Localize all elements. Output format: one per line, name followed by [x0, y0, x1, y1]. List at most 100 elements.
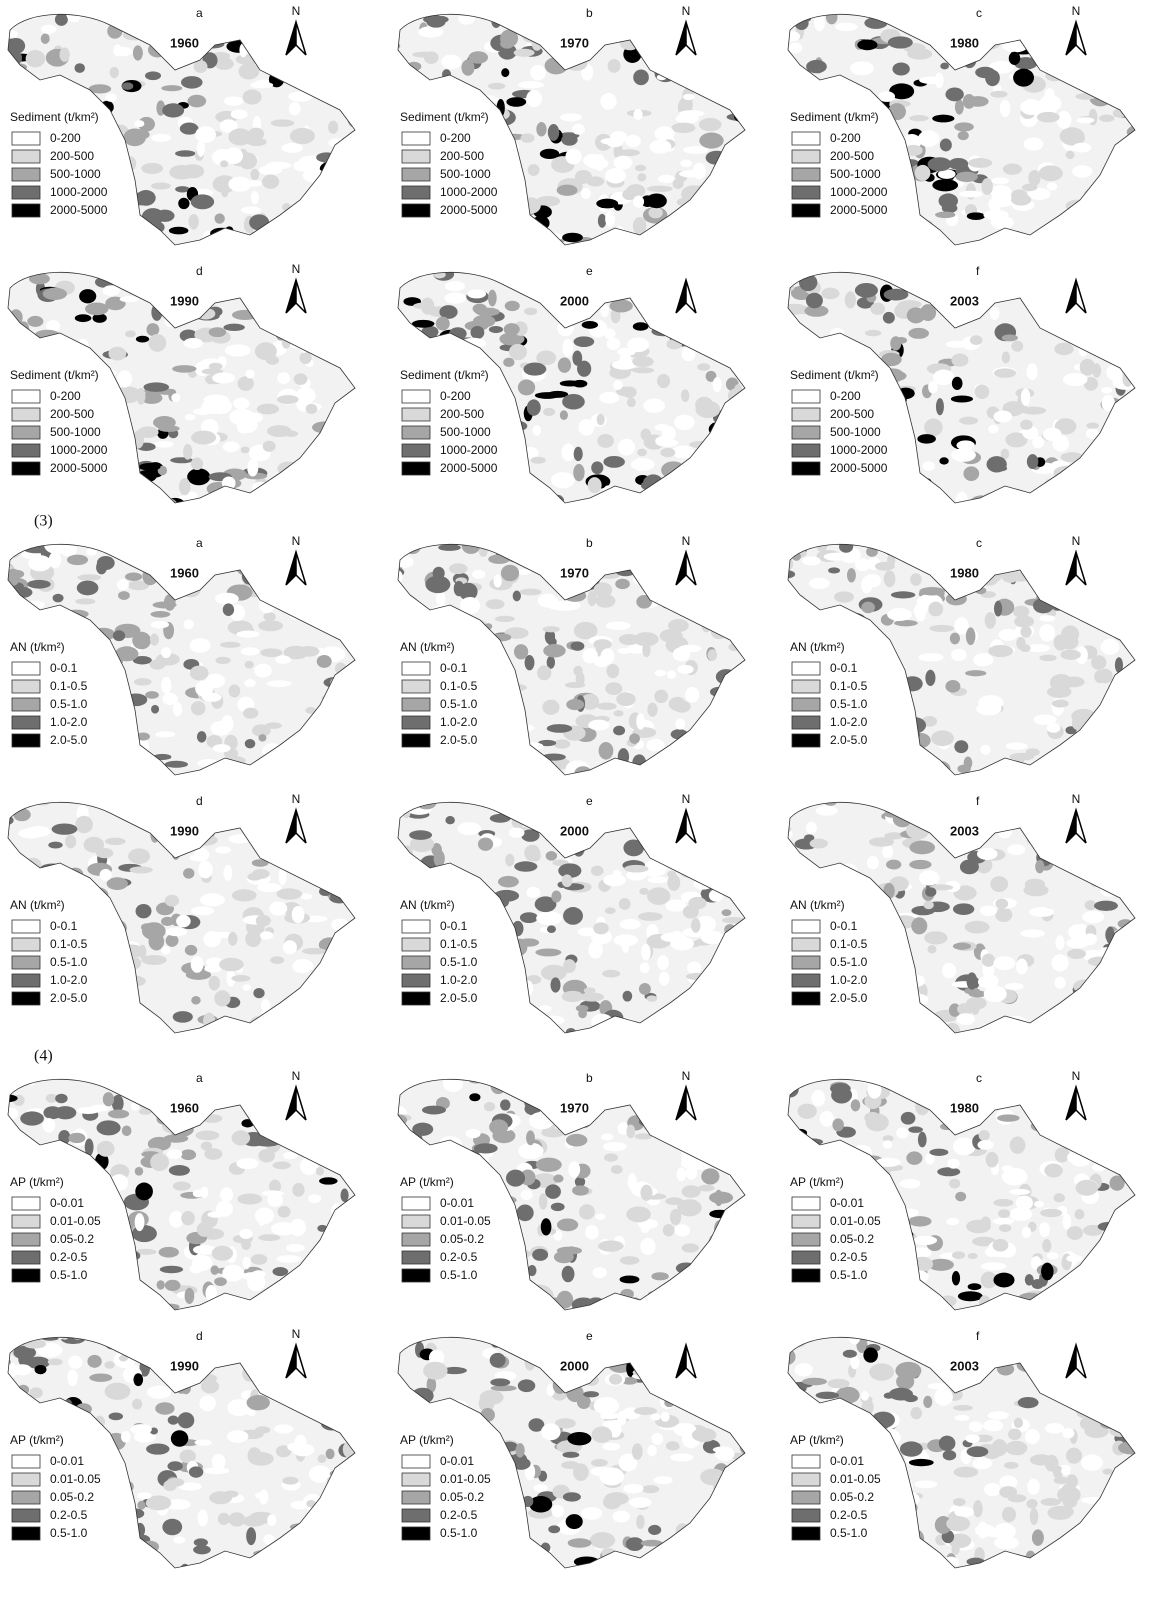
- shade-patch: [202, 1331, 223, 1348]
- shade-patch: [347, 111, 360, 127]
- shade-patch: [742, 1409, 753, 1421]
- shade-patch: [132, 1399, 142, 1410]
- shade-patch: [223, 603, 234, 616]
- shade-patch: [270, 65, 278, 72]
- shade-patch: [1012, 801, 1026, 809]
- shade-patch: [156, 502, 174, 511]
- shade-patch: [308, 28, 325, 43]
- shade-patch: [632, 754, 646, 771]
- shade-patch: [633, 109, 642, 120]
- shade-patch: [151, 134, 171, 142]
- shade-patch: [862, 1399, 874, 1415]
- legend-label: 0.2-0.5: [50, 1508, 88, 1522]
- legend-swatch: [402, 1473, 430, 1486]
- shade-patch: [536, 911, 562, 925]
- shade-patch: [69, 1563, 89, 1578]
- shade-patch: [383, 66, 399, 78]
- shade-patch: [631, 236, 654, 254]
- shade-patch: [1026, 1499, 1037, 1509]
- legend-title: AN (t/km²): [790, 898, 845, 912]
- shade-patch: [337, 174, 356, 182]
- shade-patch: [728, 1170, 750, 1180]
- shade-patch: [501, 1442, 518, 1452]
- shade-patch: [713, 1247, 730, 1257]
- shade-patch: [1066, 1448, 1082, 1464]
- shade-patch: [523, 363, 546, 376]
- shade-patch: [680, 160, 692, 168]
- legend-swatch: [402, 716, 430, 729]
- shade-patch: [391, 1271, 400, 1278]
- shade-patch: [253, 1562, 266, 1569]
- shade-patch: [522, 31, 547, 44]
- shade-patch: [162, 103, 184, 117]
- legend-swatch: [402, 408, 430, 421]
- shade-patch: [1107, 261, 1118, 272]
- shade-patch: [171, 393, 180, 402]
- shade-patch: [1049, 1567, 1070, 1577]
- shade-patch: [256, 915, 271, 927]
- shade-patch: [1002, 232, 1012, 243]
- shade-patch: [932, 179, 958, 191]
- shade-patch: [1011, 189, 1027, 201]
- shade-patch: [1087, 568, 1099, 575]
- shade-patch: [424, 1009, 436, 1017]
- shade-patch: [0, 1213, 9, 1224]
- shade-patch: [819, 1257, 828, 1265]
- shade-patch: [472, 1184, 487, 1190]
- shade-patch: [245, 369, 254, 378]
- shade-patch: [302, 199, 316, 209]
- shade-patch: [211, 1265, 219, 1275]
- shade-patch: [795, 16, 809, 30]
- shade-patch: [512, 769, 522, 786]
- shade-patch: [316, 1167, 324, 1176]
- shade-patch: [159, 1247, 179, 1258]
- shade-patch: [525, 1354, 536, 1370]
- shade-patch: [281, 216, 291, 223]
- shade-patch: [266, 356, 279, 365]
- legend-label: 0-200: [440, 389, 471, 403]
- shade-patch: [661, 1379, 674, 1393]
- legend-label: 0-0.1: [50, 661, 78, 675]
- shade-patch: [489, 164, 511, 177]
- shade-patch: [602, 970, 620, 978]
- shade-patch: [417, 486, 437, 495]
- shade-patch: [942, 963, 956, 979]
- shade-patch: [867, 747, 883, 757]
- shade-patch: [420, 101, 446, 107]
- shade-patch: [1100, 839, 1120, 853]
- shade-patch: [259, 1490, 268, 1505]
- shade-patch: [975, 384, 990, 399]
- shade-patch: [247, 41, 257, 47]
- shade-patch: [220, 1355, 232, 1363]
- shade-patch: [355, 885, 364, 896]
- shade-patch: [650, 1363, 670, 1375]
- shade-patch: [223, 865, 232, 881]
- shade-patch: [557, 1247, 582, 1255]
- shade-patch: [261, 1366, 270, 1375]
- shade-patch: [658, 288, 680, 303]
- shade-patch: [307, 1370, 321, 1378]
- shade-patch: [443, 1076, 463, 1092]
- shade-patch: [1067, 949, 1086, 959]
- shade-patch: [531, 1303, 544, 1316]
- shade-patch: [221, 715, 233, 732]
- shade-patch: [697, 363, 710, 371]
- shade-patch: [15, 1541, 31, 1547]
- shade-patch: [945, 88, 963, 102]
- shade-patch: [791, 357, 804, 367]
- shade-patch: [490, 920, 507, 928]
- shade-patch: [908, 1216, 931, 1226]
- shade-patch: [135, 1213, 145, 1231]
- shade-patch: [937, 1167, 960, 1176]
- shade-patch: [388, 11, 403, 21]
- shade-patch: [808, 868, 821, 882]
- shade-patch: [80, 495, 100, 508]
- shade-patch: [1074, 227, 1100, 241]
- shade-patch: [500, 1099, 510, 1110]
- legend-title: AN (t/km²): [400, 898, 455, 912]
- shade-patch: [90, 1191, 104, 1207]
- shade-patch: [79, 903, 101, 919]
- shade-patch: [728, 1111, 739, 1122]
- shade-patch: [732, 891, 757, 900]
- shade-patch: [469, 1093, 480, 1101]
